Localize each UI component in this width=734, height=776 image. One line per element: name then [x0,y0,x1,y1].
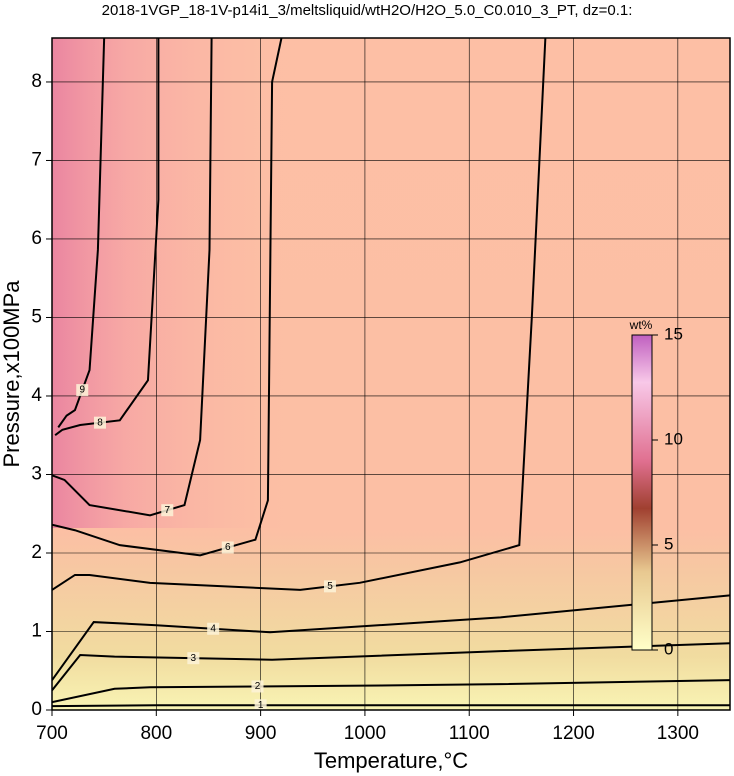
y-tick-label: 2 [31,542,42,563]
x-tick-label: 800 [140,723,172,744]
contour-label: 7 [164,505,170,516]
y-tick-label: 4 [31,385,42,406]
x-tick-label: 1200 [552,723,594,744]
contour-label: 9 [79,385,85,396]
chart-title: 2018-1VGP_18-1V-p14i1_3/meltsliquid/wtH2… [102,2,633,19]
contour-label-bg [251,680,264,693]
contour-line [52,704,730,708]
y-tick-label: 1 [31,621,42,642]
x-tick-label: 1000 [344,723,386,744]
contour-label-bg [76,384,89,397]
contour-label-bg [93,416,106,429]
colorbar-tick-label: 10 [664,429,683,448]
x-axis-label: Temperature,°C [314,748,468,773]
plot-shading [52,38,302,528]
y-tick-label: 8 [31,71,42,92]
y-tick-label: 5 [31,306,42,327]
y-tick-label: 7 [31,149,42,170]
colorbar-label: wt% [629,318,653,332]
contour-label-bg [221,541,234,554]
contour-label-bg [323,580,336,593]
colorbar [631,334,653,651]
contour-label-bg [161,504,174,517]
x-tick-label: 1300 [657,723,699,744]
contour-label: 5 [327,581,333,592]
x-tick-label: 700 [36,723,68,744]
contour-label: 2 [255,681,261,692]
contour-label: 4 [210,623,216,634]
y-tick-label: 0 [31,699,42,720]
contour-label-bg [254,699,267,710]
x-tick-label: 900 [245,723,277,744]
colorbar-tick-label: 5 [664,534,673,553]
colorbar-tick-label: 0 [664,639,673,658]
contour-line [54,38,160,437]
y-tick-label: 3 [31,464,42,485]
colorbar-tick-label: 15 [664,324,683,343]
contour-label: 8 [97,417,103,428]
contour-label: 6 [225,542,231,553]
contour-label-bg [187,652,200,665]
plot-frame [51,37,731,711]
contour-label: 1 [258,700,264,711]
y-axis-label: Pressure,x100MPa [0,280,24,468]
contour-label: 3 [191,653,197,664]
y-tick-label: 6 [31,228,42,249]
x-tick-label: 1100 [449,723,490,744]
contour-label-bg [207,622,220,635]
